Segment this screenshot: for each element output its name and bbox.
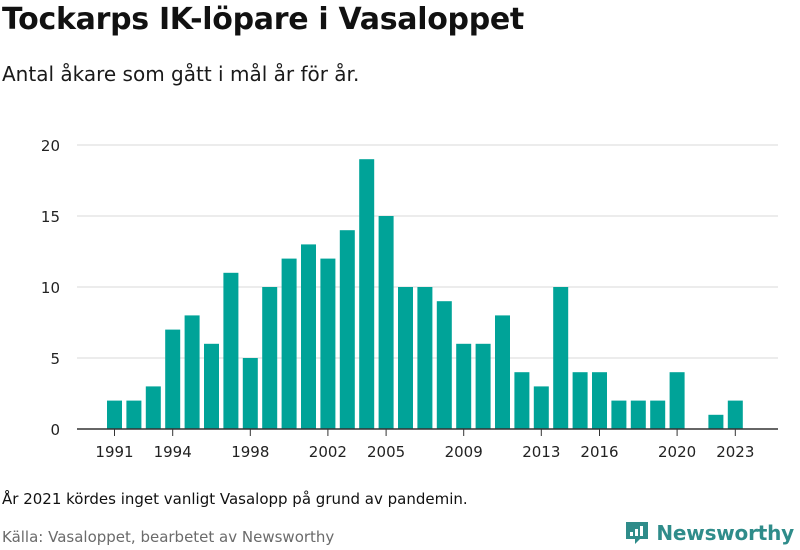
bar-2023 <box>727 400 743 429</box>
bar-2006 <box>398 287 413 429</box>
bar-chart: 0 5 10 15 20 1991 1994 1998 2002 2005 2009 2013 201… <box>41 137 778 461</box>
y-tick-label: 10 <box>41 279 60 297</box>
x-tick-label: 2005 <box>367 443 405 461</box>
x-tick-label: 2016 <box>580 443 618 461</box>
bars <box>107 159 743 429</box>
bar-2011 <box>495 315 510 429</box>
bar-2000 <box>281 258 297 429</box>
bar-2017 <box>611 400 627 429</box>
bar-2019 <box>650 400 666 429</box>
x-tick-label: 2023 <box>716 443 754 461</box>
x-tick-label: 2013 <box>522 443 560 461</box>
y-tick-label: 5 <box>50 350 60 368</box>
source-credit: Källa: Vasaloppet, bearbetet av Newswort… <box>2 528 335 546</box>
bar-1991 <box>107 400 122 429</box>
bar-2018 <box>630 400 646 429</box>
bar-2022 <box>708 414 724 429</box>
bar-1996 <box>204 343 219 429</box>
bar-2020 <box>669 372 685 429</box>
bar-1997 <box>223 272 239 429</box>
x-tick-label: 2020 <box>658 443 696 461</box>
bar-1994 <box>165 329 181 429</box>
bar-2002 <box>320 258 336 429</box>
bar-2015 <box>572 372 588 429</box>
bar-2008 <box>436 301 452 429</box>
y-axis-tick-labels: 0 5 10 15 20 <box>41 137 60 439</box>
chart-note: År 2021 kördes inget vanligt Vasalopp på… <box>2 490 468 508</box>
bar-2003 <box>339 230 355 429</box>
bar-2005 <box>378 216 394 429</box>
newsworthy-logo-icon <box>626 522 649 544</box>
bar-2013 <box>533 386 549 429</box>
bar-2016 <box>592 372 607 429</box>
x-tick-label: 1994 <box>154 443 192 461</box>
newsworthy-brand[interactable]: Newsworthy <box>624 519 794 547</box>
bar-2009 <box>456 343 472 429</box>
bar-2012 <box>514 372 530 429</box>
y-tick-label: 15 <box>41 208 60 226</box>
bar-1992 <box>126 400 142 429</box>
y-tick-label: 0 <box>50 421 60 439</box>
chart-subtitle: Antal åkare som gått i mål år för år. <box>2 62 360 86</box>
bar-2014 <box>553 287 569 429</box>
x-tick-label: 1991 <box>95 443 133 461</box>
x-tick-label: 2009 <box>445 443 483 461</box>
bar-1993 <box>145 386 161 429</box>
bar-2001 <box>301 244 316 429</box>
x-tick-label: 1998 <box>231 443 269 461</box>
brand-name: Newsworthy <box>656 521 794 545</box>
bar-1995 <box>184 315 200 429</box>
x-axis-ticks: 1991 1994 1998 2002 2005 2009 2013 2016 2020 2023 <box>95 429 754 461</box>
x-tick-label: 2002 <box>309 443 347 461</box>
bar-2004 <box>359 159 375 429</box>
bar-2007 <box>417 287 433 429</box>
bar-1999 <box>262 287 278 429</box>
y-tick-label: 20 <box>41 137 60 155</box>
bar-1998 <box>242 358 258 429</box>
bar-2010 <box>475 343 491 429</box>
chart-title: Tockarps IK-löpare i Vasaloppet <box>2 2 524 37</box>
